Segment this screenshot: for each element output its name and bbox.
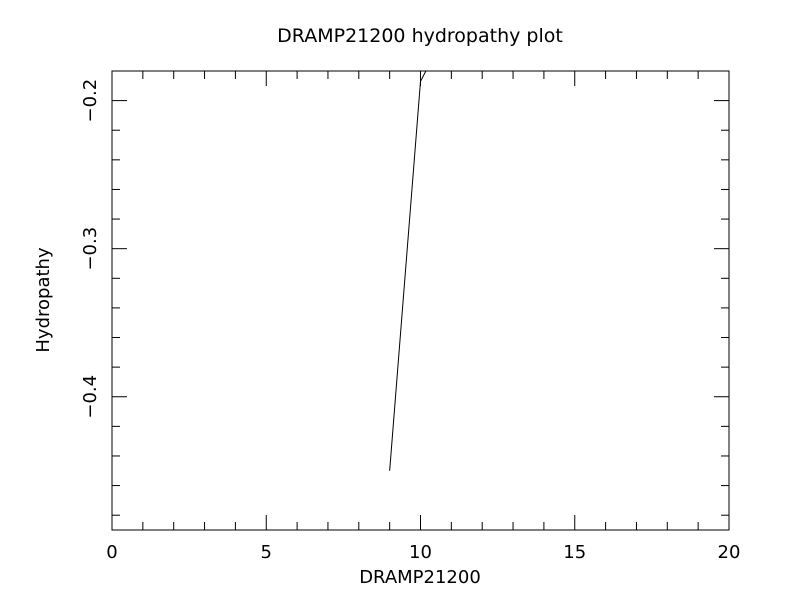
x-tick-label: 0 — [106, 542, 117, 563]
y-tick-label: −0.4 — [80, 375, 101, 419]
x-tick-label: 5 — [261, 542, 272, 563]
x-axis-tick-labels: 0 5 10 15 20 — [106, 542, 740, 563]
x-axis-ticks — [111, 71, 730, 530]
x-axis-label: DRAMP21200 — [359, 567, 481, 588]
x-tick-label: 10 — [409, 542, 432, 563]
y-axis-tick-labels: −0.2 −0.3 −0.4 — [80, 79, 101, 419]
plot-frame — [111, 70, 730, 531]
series-layer — [389, 71, 427, 471]
y-axis-label: Hydropathy — [33, 247, 54, 353]
y-tick-label: −0.2 — [80, 79, 101, 123]
hydropathy-line — [389, 71, 427, 471]
y-tick-label: −0.3 — [80, 227, 101, 271]
chart-title: DRAMP21200 hydropathy plot — [277, 25, 563, 47]
x-tick-label: 15 — [563, 542, 586, 563]
y-axis-ticks — [112, 70, 729, 516]
x-tick-label: 20 — [718, 542, 741, 563]
